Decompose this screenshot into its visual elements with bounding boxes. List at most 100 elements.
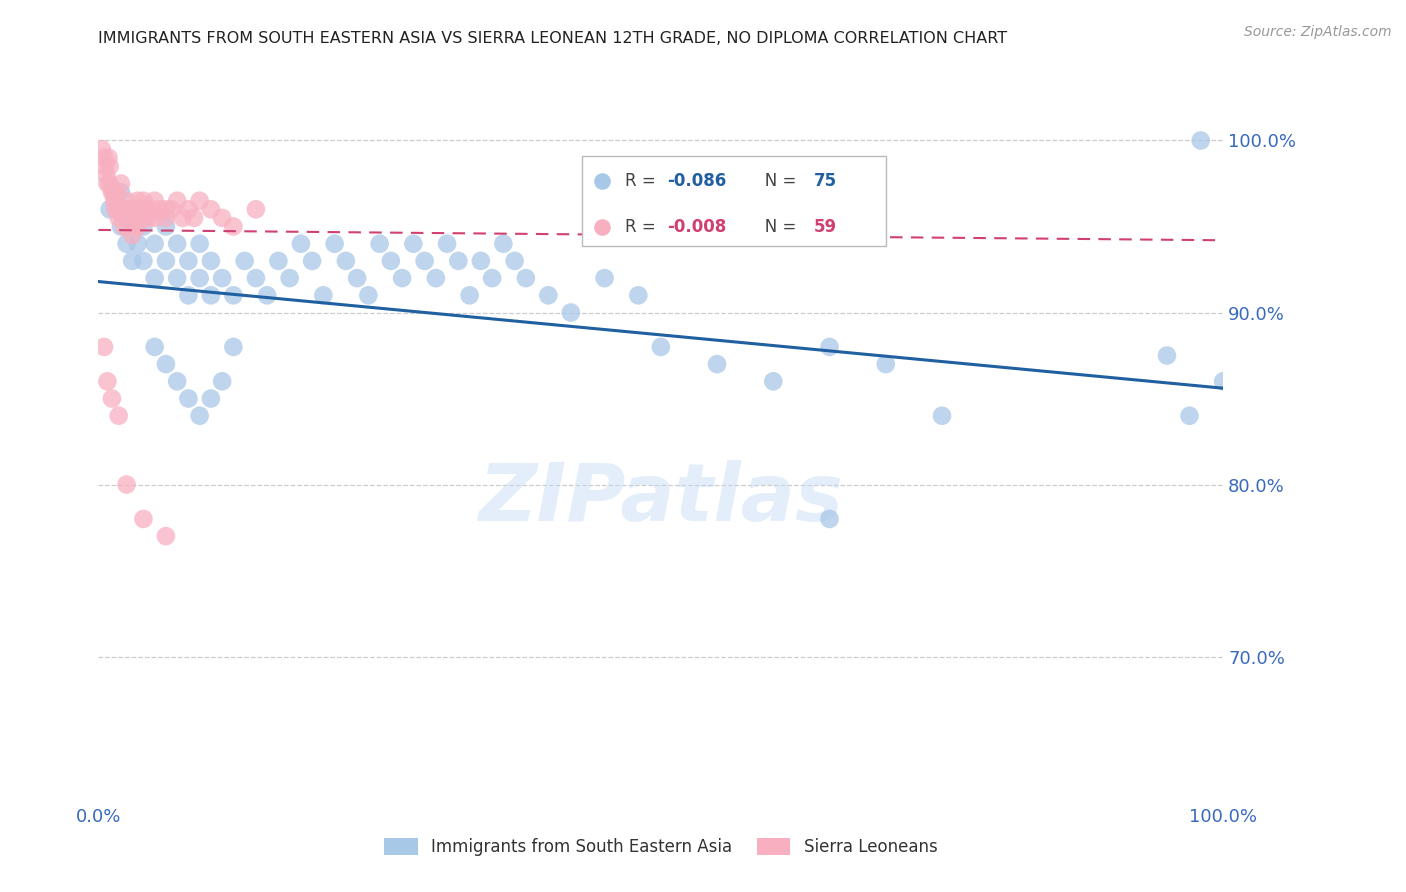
Point: [127, 219, 149, 234]
Point: [104, 185, 127, 199]
Point: [121, 253, 143, 268]
Text: -0.086: -0.086: [668, 172, 727, 190]
Point: [104, 202, 127, 217]
Point: [93, 151, 115, 165]
Point: [110, 219, 132, 234]
Point: [1178, 409, 1201, 423]
Point: [103, 194, 125, 208]
Point: [245, 202, 267, 217]
Point: [96, 168, 118, 182]
Point: [211, 271, 233, 285]
Point: [124, 211, 146, 225]
Point: [138, 211, 160, 225]
Point: [391, 271, 413, 285]
Point: [413, 253, 436, 268]
Text: 59: 59: [814, 218, 837, 235]
Point: [166, 194, 188, 208]
Point: [503, 253, 526, 268]
Point: [436, 236, 458, 251]
Point: [124, 202, 146, 217]
Point: [650, 340, 672, 354]
Point: [143, 194, 166, 208]
Point: [515, 271, 537, 285]
Point: [149, 202, 172, 217]
Point: [143, 236, 166, 251]
Point: [931, 409, 953, 423]
Point: [233, 253, 256, 268]
Point: [172, 211, 194, 225]
Point: [155, 253, 177, 268]
Point: [458, 288, 481, 302]
Point: [101, 392, 124, 406]
Point: [200, 202, 222, 217]
Point: [1156, 349, 1178, 363]
Point: [107, 409, 129, 423]
Point: [200, 392, 222, 406]
Point: [402, 236, 425, 251]
Point: [200, 253, 222, 268]
Point: [183, 211, 205, 225]
Point: [101, 185, 124, 199]
Point: [177, 202, 200, 217]
Point: [121, 202, 143, 217]
Point: [537, 288, 560, 302]
Point: [447, 253, 470, 268]
Point: [166, 375, 188, 389]
Point: [121, 202, 143, 217]
Text: N =: N =: [748, 218, 801, 235]
Point: [188, 236, 211, 251]
Point: [1189, 133, 1212, 147]
Point: [290, 236, 312, 251]
Point: [115, 236, 138, 251]
Point: [177, 392, 200, 406]
Point: [93, 340, 115, 354]
Point: [188, 409, 211, 423]
Point: [155, 357, 177, 371]
Point: [143, 340, 166, 354]
Point: [143, 271, 166, 285]
Point: [98, 202, 121, 217]
Text: 75: 75: [814, 172, 837, 190]
Point: [627, 288, 650, 302]
Point: [818, 512, 841, 526]
Text: R =: R =: [624, 172, 661, 190]
Text: -0.008: -0.008: [668, 218, 727, 235]
Point: [121, 219, 143, 234]
Point: [481, 271, 503, 285]
Point: [211, 375, 233, 389]
Point: [155, 219, 177, 234]
Point: [357, 288, 380, 302]
Point: [166, 236, 188, 251]
Text: ZIPatlas: ZIPatlas: [478, 460, 844, 539]
Legend: Immigrants from South Eastern Asia, Sierra Leoneans: Immigrants from South Eastern Asia, Sier…: [378, 831, 943, 863]
Point: [115, 477, 138, 491]
Point: [132, 211, 155, 225]
Point: [706, 357, 728, 371]
Point: [110, 202, 132, 217]
Point: [335, 253, 357, 268]
Point: [141, 202, 163, 217]
Point: [94, 159, 117, 173]
Point: [368, 236, 391, 251]
Point: [762, 375, 785, 389]
Point: [132, 194, 155, 208]
Point: [115, 202, 138, 217]
Point: [132, 512, 155, 526]
Point: [155, 211, 177, 225]
Point: [346, 271, 368, 285]
Point: [593, 271, 616, 285]
Point: [875, 357, 897, 371]
Point: [222, 340, 245, 354]
Point: [267, 253, 290, 268]
Point: [129, 202, 152, 217]
Point: [211, 211, 233, 225]
Point: [278, 271, 301, 285]
Point: [301, 253, 323, 268]
Point: [425, 271, 447, 285]
Point: [245, 271, 267, 285]
Point: [90, 142, 112, 156]
Point: [110, 185, 132, 199]
Point: [492, 236, 515, 251]
Point: [591, 375, 613, 389]
Point: [127, 236, 149, 251]
